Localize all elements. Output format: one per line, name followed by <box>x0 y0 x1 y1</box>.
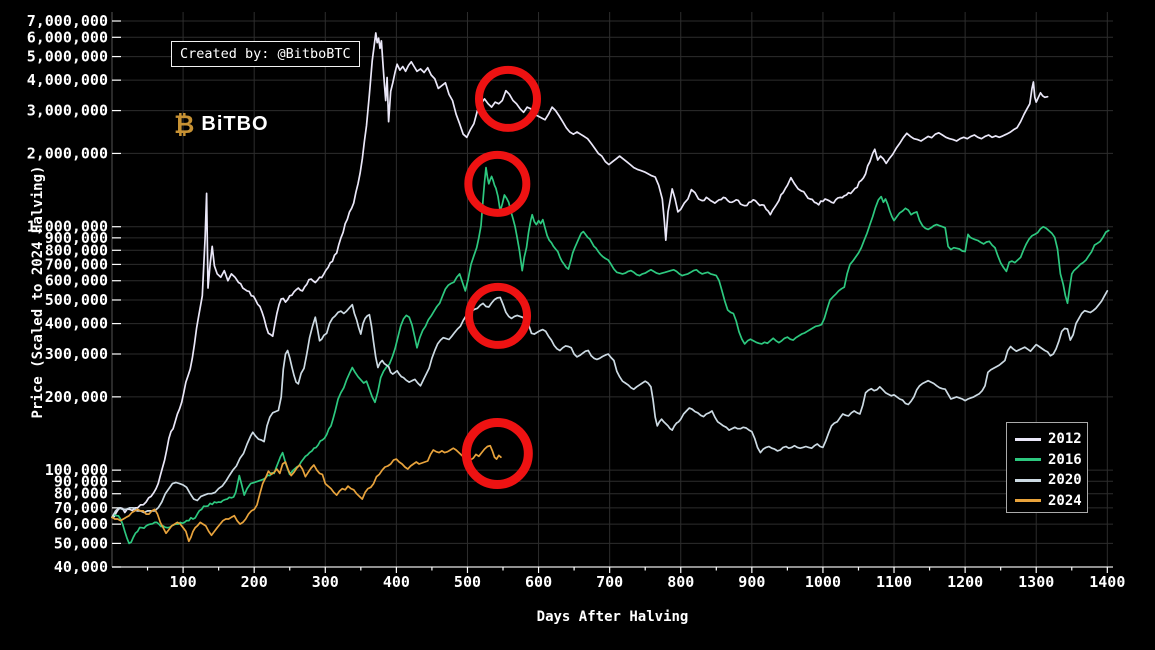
y-tick-label: 50,000 <box>54 534 108 552</box>
bitcoin-icon: ₿ <box>174 110 195 139</box>
x-tick-label: 300 <box>312 573 339 591</box>
bitbo-logo: ₿ BiTBO <box>174 112 269 137</box>
y-tick-label: 5,000,000 <box>27 48 108 66</box>
x-tick-label: 400 <box>383 573 410 591</box>
x-tick-label: 1000 <box>805 573 841 591</box>
series-line-2020 <box>111 290 1109 519</box>
y-axis-title: Price (Scaled to 2024 Halving) <box>30 165 46 419</box>
y-tick-label: 4,000,000 <box>27 71 108 89</box>
x-tick-label: 1400 <box>1089 573 1125 591</box>
y-tick-label: 80,000 <box>54 485 108 503</box>
y-tick-label: 600,000 <box>45 272 108 290</box>
legend-line-swatch <box>1015 499 1041 503</box>
x-tick-label: 100 <box>170 573 197 591</box>
legend-item-2012: 2012 <box>1007 429 1087 450</box>
series-line-2016 <box>111 166 1110 545</box>
created-by-box: Created by: @BitboBTC <box>171 41 360 67</box>
bitbo-logo-text: BiTBO <box>201 113 269 135</box>
legend-item-label: 2016 <box>1048 451 1082 468</box>
x-tick-label: 500 <box>454 573 481 591</box>
highlight-circle <box>474 65 541 132</box>
y-tick-label: 800,000 <box>45 241 108 259</box>
legend-item-label: 2012 <box>1048 431 1082 448</box>
y-tick-label: 70,000 <box>54 499 108 517</box>
series-line-2012 <box>111 32 1049 519</box>
legend-item-label: 2020 <box>1048 472 1082 489</box>
y-tick-label: 60,000 <box>54 515 108 533</box>
x-tick-label: 200 <box>241 573 268 591</box>
legend-item-2020: 2020 <box>1007 470 1087 491</box>
y-tick-label: 700,000 <box>45 255 108 273</box>
y-tick-label: 7,000,000 <box>27 12 108 30</box>
x-tick-label: 1100 <box>876 573 912 591</box>
legend-item-2016: 2016 <box>1007 450 1087 471</box>
y-tick-label: 300,000 <box>45 345 108 363</box>
x-axis-title: Days After Halving <box>536 609 689 625</box>
x-tick-label: 600 <box>525 573 552 591</box>
y-tick-label: 90,000 <box>54 472 108 490</box>
highlight-circle <box>461 418 533 490</box>
y-tick-label: 100,000 <box>45 461 108 479</box>
y-tick-label: 900,000 <box>45 229 108 247</box>
legend-line-swatch <box>1015 458 1041 462</box>
legend-item-2024: 2024 <box>1007 491 1087 512</box>
x-tick-label: 700 <box>596 573 623 591</box>
created-by-text: Created by: @BitboBTC <box>180 46 351 62</box>
legend-line-swatch <box>1015 437 1041 441</box>
x-tick-label: 1200 <box>947 573 983 591</box>
y-tick-label: 400,000 <box>45 315 108 333</box>
series-line-2024 <box>111 444 502 543</box>
x-tick-label: 900 <box>738 573 765 591</box>
highlight-circle <box>465 282 532 349</box>
x-tick-label: 1300 <box>1018 573 1054 591</box>
x-tick-label: 800 <box>667 573 694 591</box>
y-tick-label: 3,000,000 <box>27 102 108 120</box>
legend-line-swatch <box>1015 478 1041 482</box>
legend-item-label: 2024 <box>1048 492 1082 509</box>
y-tick-label: 40,000 <box>54 558 108 576</box>
y-tick-label: 200,000 <box>45 388 108 406</box>
y-tick-label: 6,000,000 <box>27 28 108 46</box>
y-tick-label: 500,000 <box>45 291 108 309</box>
highlight-circle <box>464 150 531 217</box>
y-tick-label: 1,000,000 <box>27 218 108 236</box>
legend: 2012 2016 2020 2024 <box>1006 422 1088 513</box>
y-tick-label: 2,000,000 <box>27 144 108 162</box>
